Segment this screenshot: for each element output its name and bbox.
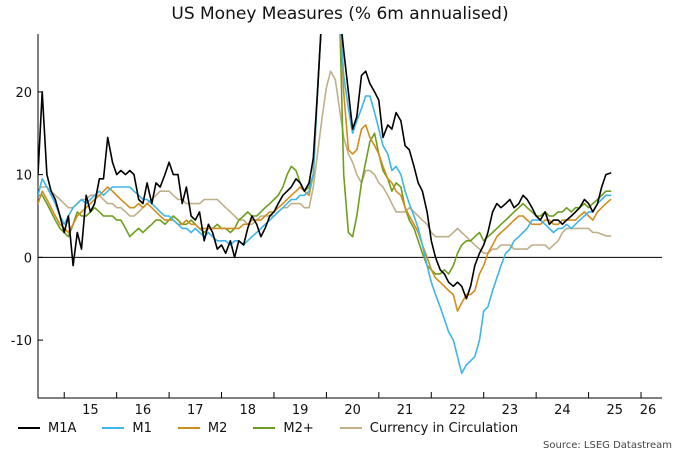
series-line-currency-in-circulation bbox=[38, 70, 612, 254]
x-tick-label: 18 bbox=[239, 403, 256, 418]
tick-labels: -10 0 10 20 15 16 17 18 19 20 21 22 23 24 25 26 bbox=[11, 86, 657, 418]
legend-swatch bbox=[339, 427, 362, 429]
axes bbox=[37, 34, 662, 399]
legend-label: Currency in Circulation bbox=[369, 420, 519, 436]
x-tick-label: 15 bbox=[82, 403, 99, 418]
x-tick-label: 24 bbox=[554, 403, 571, 418]
x-tick-label: 16 bbox=[135, 403, 152, 418]
legend-swatch bbox=[102, 427, 125, 429]
legend: M1A M1 M2 M2+ Currency in Circulation bbox=[18, 418, 658, 438]
source-note: Source: LSEG Datastream bbox=[543, 440, 672, 451]
x-tick-label: 21 bbox=[397, 403, 414, 418]
series-line-m2- bbox=[38, 34, 612, 275]
x-tick-label: 23 bbox=[502, 403, 519, 418]
legend-swatch bbox=[253, 427, 276, 429]
legend-item: Currency in Circulation bbox=[339, 420, 519, 436]
series-line-m1 bbox=[38, 34, 612, 374]
legend-swatch bbox=[177, 427, 200, 429]
series-lines bbox=[38, 34, 612, 374]
legend-item: M2 bbox=[177, 420, 228, 436]
legend-label: M1A bbox=[48, 420, 77, 436]
legend-label: M2 bbox=[207, 420, 228, 436]
x-tick-label: 19 bbox=[292, 403, 309, 418]
chart-title: US Money Measures (% 6m annualised) bbox=[171, 4, 509, 24]
series-line-m1a bbox=[38, 34, 612, 300]
x-tick-label: 25 bbox=[607, 403, 624, 418]
legend-label: M1 bbox=[132, 420, 152, 436]
y-tick-label: 0 bbox=[24, 251, 32, 266]
legend-item: M2+ bbox=[253, 420, 314, 436]
y-tick-label: -10 bbox=[11, 334, 32, 349]
x-tick-label: 20 bbox=[344, 403, 361, 418]
series-line-m2 bbox=[38, 34, 612, 312]
y-tick-label: 20 bbox=[15, 86, 32, 101]
x-tick-label: 17 bbox=[187, 403, 204, 418]
legend-swatch bbox=[18, 427, 40, 429]
y-tick-label: 10 bbox=[15, 169, 32, 184]
x-tick-label: 26 bbox=[640, 403, 657, 418]
x-tick-label: 22 bbox=[449, 403, 466, 418]
legend-item: M1 bbox=[102, 421, 152, 436]
legend-item: M1A bbox=[18, 421, 76, 436]
legend-label: M2+ bbox=[283, 420, 314, 436]
